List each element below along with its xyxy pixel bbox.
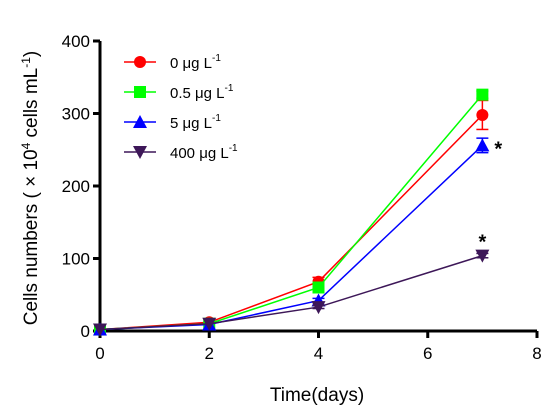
x-tick-label: 0 [95, 344, 104, 363]
series-line [99, 254, 483, 331]
legend-label: 5 μg L-1 [170, 113, 221, 132]
y-tick-label: 300 [62, 105, 90, 124]
legend-label: 400 μg L-1 [170, 143, 238, 162]
point-marker [312, 281, 325, 294]
series-0 [94, 99, 489, 336]
legend-label-main: 400 μg L [170, 145, 229, 162]
y-axis-title-mid: cells mL [21, 68, 42, 143]
annotations: ** [478, 139, 502, 254]
y-axis-title-end: ) [21, 51, 42, 57]
legend-label: 0.5 μg L-1 [170, 83, 234, 102]
point-marker [202, 317, 217, 331]
point-marker [475, 138, 490, 152]
point-marker [476, 88, 489, 101]
x-axis-title: Time(days) [270, 385, 364, 406]
significance-marker: * [478, 231, 486, 253]
series-1 [94, 88, 489, 336]
significance-marker: * [494, 139, 502, 161]
y-axis-title-sup1: 4 [19, 142, 33, 149]
point-marker [476, 108, 489, 121]
point-marker [133, 146, 147, 159]
legend-item-2: 5 μg L-1 [124, 113, 221, 132]
series-3 [93, 249, 490, 337]
point-marker [134, 86, 146, 98]
legend-label-main: 0.5 μg L [170, 85, 225, 102]
x-tick-label: 6 [423, 344, 432, 363]
point-marker [133, 115, 147, 128]
y-axis-title-main: Cells numbers ( × 10 [21, 149, 42, 325]
legend-label: 0 μg L-1 [170, 53, 221, 72]
legend-item-3: 400 μg L-1 [124, 143, 238, 162]
series-line [99, 114, 483, 331]
x-tick-label: 4 [314, 344, 323, 363]
legend-label-main: 5 μg L [170, 115, 212, 132]
legend-label-sup: -1 [212, 113, 221, 124]
legend-label-main: 0 μg L [170, 55, 212, 72]
x-tick-label: 8 [532, 344, 541, 363]
legend-label-sup: -1 [225, 83, 234, 94]
legend-item-1: 0.5 μg L-1 [124, 83, 234, 102]
x-tick-label: 2 [205, 344, 214, 363]
y-tick-label: 100 [62, 250, 90, 269]
axes: 0 2 4 6 8 0 100 200 300 400 [62, 32, 542, 363]
y-tick-label: 0 [81, 322, 90, 341]
legend-label-sup: -1 [212, 53, 221, 64]
series-line [99, 94, 483, 331]
y-axis-title: Cells numbers ( × 104 cells mL-1) [19, 51, 42, 325]
point-marker [475, 249, 490, 263]
legend-item-0: 0 μg L-1 [124, 53, 221, 72]
point-marker [134, 56, 146, 68]
legend-label-sup: -1 [229, 143, 238, 154]
point-marker [311, 301, 326, 315]
y-tick-label: 400 [62, 32, 90, 51]
point-marker [93, 323, 107, 337]
series-layer [93, 88, 490, 337]
y-axis-title-sup2: -1 [19, 57, 33, 68]
y-tick-label: 200 [62, 177, 90, 196]
